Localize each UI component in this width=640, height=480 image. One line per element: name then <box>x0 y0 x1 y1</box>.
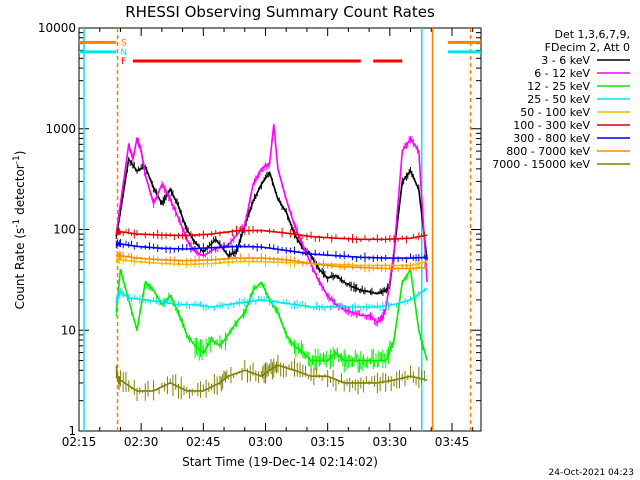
legend-header-1: Det 1,3,6,7,9, <box>554 28 630 41</box>
x-tick-label: 02:15 <box>62 435 97 449</box>
legend-label: 100 - 300 keV <box>513 119 590 132</box>
plot-frame <box>78 27 482 432</box>
legend-label: 3 - 6 keV <box>541 54 590 67</box>
series-line <box>116 229 428 241</box>
y-tick-label: 10 <box>61 323 76 337</box>
x-tick-label: 03:30 <box>373 435 408 449</box>
axis-ticks <box>78 27 481 432</box>
y-tick-label: 10000 <box>38 21 76 35</box>
flag-label: S <box>121 38 127 48</box>
chart-title: RHESSI Observing Summary Count Rates <box>125 3 435 21</box>
x-tick-label: 02:30 <box>124 435 159 449</box>
timestamp: 24-Oct-2021 04:23 <box>549 468 634 478</box>
flag-label: N <box>120 48 127 58</box>
y-axis-label: Count Rate (s-1 detector-1) <box>12 151 27 310</box>
y-tick-label: 1000 <box>45 122 76 136</box>
legend-label: 300 - 800 keV <box>513 132 590 145</box>
legend-label: 7000 - 15000 keV <box>492 158 590 171</box>
x-tick-label: 03:15 <box>310 435 345 449</box>
series-line <box>115 158 428 295</box>
legend-header-2: FDecim 2, Att 0 <box>545 41 630 54</box>
series-line <box>115 268 428 362</box>
legend: Det 1,3,6,7,9, FDecim 2, Att 0 3 - 6 keV… <box>492 28 630 171</box>
flag-label: F <box>121 57 126 67</box>
y-tick-labels: 1 10 100 1000 10000 <box>38 21 76 438</box>
legend-label: 6 - 12 keV <box>534 67 590 80</box>
legend-label: 50 - 100 keV <box>520 106 590 119</box>
legend-label: 25 - 50 keV <box>527 93 590 106</box>
series-line <box>116 258 428 267</box>
x-axis-label: Start Time (19-Dec-14 02:14:02) <box>182 455 378 469</box>
legend-label: 800 - 7000 keV <box>506 145 590 158</box>
flag-bars: SNF <box>79 38 481 67</box>
plot-background <box>78 27 482 432</box>
series-group <box>115 123 428 402</box>
vertical-markers <box>83 28 472 431</box>
series-line <box>116 243 428 259</box>
x-tick-label: 03:45 <box>435 435 470 449</box>
x-tick-labels: 02:15 02:30 02:45 03:00 03:15 03:30 03:45 <box>62 435 470 449</box>
x-tick-label: 02:45 <box>186 435 221 449</box>
y-tick-label: 1 <box>68 424 76 438</box>
legend-label: 12 - 25 keV <box>527 80 590 93</box>
x-tick-label: 03:00 <box>248 435 283 449</box>
y-tick-label: 100 <box>53 223 76 237</box>
